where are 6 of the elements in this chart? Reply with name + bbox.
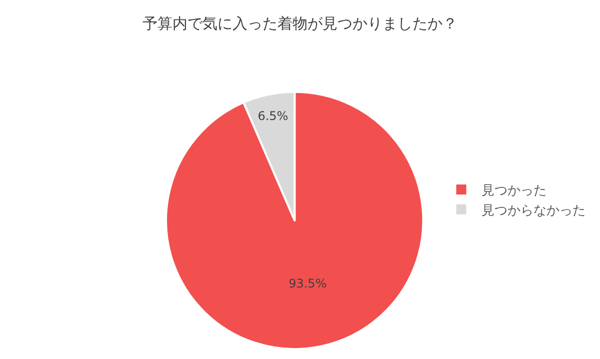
data-label: 6.5% [258,108,288,123]
data-label: 93.5% [288,276,327,290]
legend-label: 見つからなかった [481,203,586,218]
legend-label: 見つかった [481,184,546,199]
pie-slice [165,90,424,350]
chart-title: 予算内で気に入った着物が見つかりましたか？ [142,14,458,32]
